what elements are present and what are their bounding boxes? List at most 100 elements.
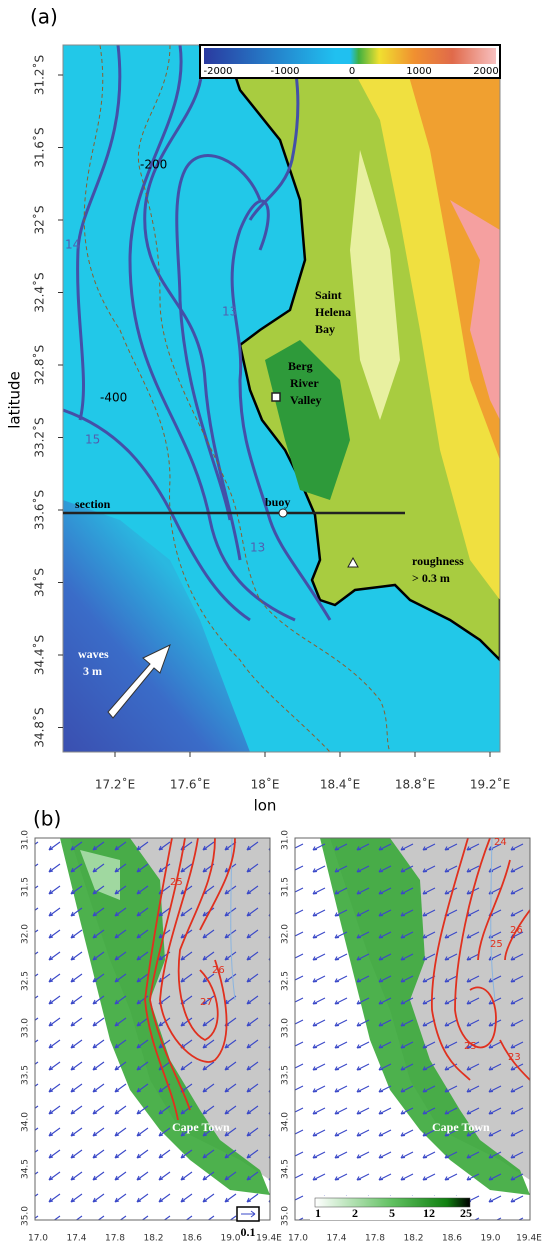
annotation: River <box>290 376 319 390</box>
y-tick-label: 33.2˚S <box>32 417 47 457</box>
x-tick-label: 19.0 <box>480 1234 500 1244</box>
x-tick-label: 17.6˚E <box>170 777 210 792</box>
contour-label: 26 <box>510 925 523 936</box>
annotation: Valley <box>290 393 322 407</box>
y-tick-label: 34.5 <box>21 1159 31 1179</box>
annotation: 3 m <box>83 664 102 678</box>
x-tick-label: 17.4 <box>66 1234 86 1244</box>
x-tick-label: 17.8 <box>105 1234 125 1244</box>
colorbar-tick-label: 1000 <box>406 66 431 77</box>
x-tick-label: 17.2˚E <box>95 777 135 792</box>
colorbar-tick-label: 12 <box>423 1206 435 1220</box>
y-tick-label: 32.0 <box>21 924 31 944</box>
y-tick-label: 32.8˚S <box>32 345 47 385</box>
annotation: Berg <box>288 359 313 373</box>
vector-scale-label: 0.1 <box>241 1225 256 1239</box>
panel-label: (b) <box>33 807 61 831</box>
colorbar-tick-label: 1 <box>315 1206 321 1220</box>
colorbar-tick-label: 2 <box>352 1206 358 1220</box>
x-tick-label: 19.0 <box>220 1234 240 1244</box>
y-tick-label: 33.5 <box>21 1065 31 1085</box>
y-tick-label: 31.2˚S <box>32 55 47 95</box>
contour-label: 25 <box>464 1041 477 1052</box>
annotation: buoy <box>265 495 290 509</box>
y-tick-label: 34.8˚S <box>32 707 47 747</box>
x-axis-label: lon <box>254 797 277 815</box>
annotation: waves <box>78 647 109 661</box>
contour-label: -400 <box>100 391 127 405</box>
y-tick-label: 32˚S <box>32 206 47 235</box>
annotation: section <box>75 497 111 511</box>
station-marker <box>271 392 281 402</box>
y-tick-label: 33.6˚S <box>32 490 47 530</box>
wave-arrow <box>107 644 171 719</box>
x-tick-label: 18.6 <box>182 1234 202 1244</box>
x-tick-label: 17.0 <box>28 1234 48 1244</box>
x-tick-label: 17.0 <box>288 1234 308 1244</box>
map-b-left <box>35 838 270 1220</box>
contour-label: 23 <box>508 1052 521 1063</box>
contour-label: -200 <box>140 158 167 172</box>
contour-label: 27 <box>200 997 213 1008</box>
x-tick-label: 19.4E <box>256 1234 282 1244</box>
colorbar <box>314 1197 471 1208</box>
y-tick-label: 32.5 <box>281 971 291 991</box>
x-tick-label: 19.4E <box>516 1234 542 1244</box>
y-tick-label: 31.6˚S <box>32 127 47 167</box>
contour-label: 13 <box>222 305 237 319</box>
colorbar-tick-label: 25 <box>460 1206 472 1220</box>
place-label: Cape Town <box>172 1120 230 1134</box>
y-tick-label: 33.0 <box>281 1018 291 1038</box>
annotation: > 0.3 m <box>412 571 450 585</box>
colorbar-tick-label: -1000 <box>270 66 299 77</box>
x-tick-label: 18.6 <box>442 1234 462 1244</box>
y-axis-label: latitude <box>6 371 24 429</box>
place-label: Cape Town <box>432 1120 490 1134</box>
y-tick-label: 31.0 <box>21 830 31 850</box>
y-tick-label: 34˚S <box>32 568 47 597</box>
contour-label: 14 <box>65 238 80 252</box>
y-tick-label: 34.0 <box>281 1112 291 1132</box>
y-tick-label: 31.5 <box>281 877 291 897</box>
vector-scale-arrow <box>241 1210 256 1218</box>
annotation: Saint <box>315 288 342 302</box>
colorbar-tick-label: 5 <box>389 1206 395 1220</box>
y-tick-label: 32.5 <box>21 971 31 991</box>
frame <box>34 837 271 1221</box>
y-tick-label: 34.0 <box>21 1112 31 1132</box>
panel-label: (a) <box>30 5 58 29</box>
colorbar-tick-label: -2000 <box>203 66 232 77</box>
y-tick-label: 35.0 <box>281 1206 291 1226</box>
x-tick-label: 17.8 <box>365 1234 385 1244</box>
x-tick-label: 18.2 <box>403 1234 423 1244</box>
y-tick-label: 34.4˚S <box>32 635 47 675</box>
y-tick-label: 32.4˚S <box>32 272 47 312</box>
map-a <box>63 45 500 752</box>
y-tick-label: 31.0 <box>281 830 291 850</box>
contour-label: 25 <box>170 877 183 888</box>
y-tick-label: 32.0 <box>281 924 291 944</box>
y-tick-label: 34.5 <box>281 1159 291 1179</box>
x-tick-label: 18.2 <box>143 1234 163 1244</box>
y-tick-label: 31.5 <box>21 877 31 897</box>
y-tick-label: 33.5 <box>281 1065 291 1085</box>
colorbar-tick-label: 2000 <box>473 66 498 77</box>
x-tick-label: 19.2˚E <box>470 777 510 792</box>
x-tick-label: 18˚E <box>251 777 280 792</box>
y-tick-label: 35.0 <box>21 1206 31 1226</box>
annotation: Helena <box>315 305 351 319</box>
buoy-marker <box>278 508 288 518</box>
x-tick-label: 17.4 <box>326 1234 346 1244</box>
map-b-right <box>295 838 530 1220</box>
contour-label: 15 <box>85 433 100 447</box>
annotation: Bay <box>315 322 335 336</box>
contour-label: 24 <box>494 837 507 848</box>
colorbar <box>204 48 496 64</box>
colorbar-tick-label: 0 <box>349 66 355 77</box>
y-tick-label: 33.0 <box>21 1018 31 1038</box>
triangle-marker <box>347 556 359 568</box>
x-tick-label: 18.8˚E <box>395 777 435 792</box>
x-tick-label: 18.4˚E <box>320 777 360 792</box>
annotation: roughness <box>412 554 464 568</box>
